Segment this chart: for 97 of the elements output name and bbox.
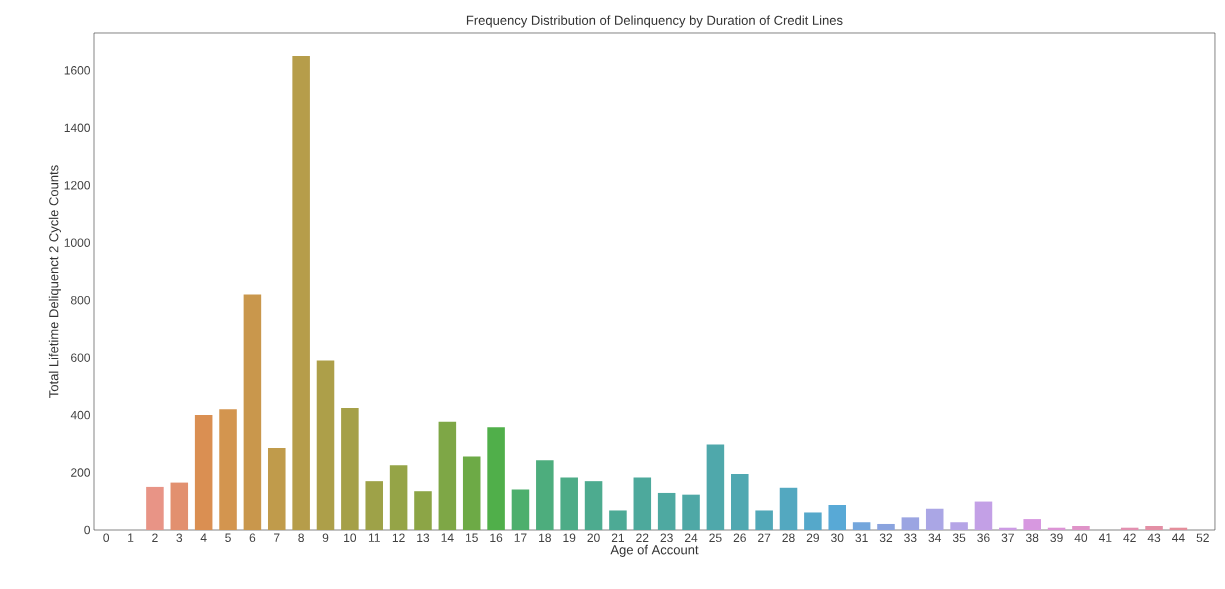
x-tick-label: 43 xyxy=(1147,533,1161,543)
bar xyxy=(657,492,676,530)
bar xyxy=(999,527,1017,530)
x-tick-label: 36 xyxy=(977,533,990,543)
x-tick-label: 19 xyxy=(563,533,576,543)
bar xyxy=(146,486,164,530)
y-tick-label: 0 xyxy=(84,525,91,535)
x-tick-label: 18 xyxy=(539,533,551,543)
x-tick-label: 10 xyxy=(344,533,357,543)
x-tick-label: 52 xyxy=(1196,533,1209,543)
bar xyxy=(731,473,749,530)
x-tick-label: 13 xyxy=(417,533,430,543)
x-tick-label: 23 xyxy=(660,533,673,543)
x-tick-label: 0 xyxy=(103,533,110,543)
bar xyxy=(536,460,554,530)
bar xyxy=(487,427,505,530)
bar xyxy=(316,360,335,530)
x-tick-label: 24 xyxy=(684,533,698,542)
bar xyxy=(828,505,847,530)
x-tick-label: 15 xyxy=(465,533,478,542)
y-tick-label: 1000 xyxy=(64,238,91,247)
bar xyxy=(950,522,968,530)
y-axis-title: Total Lifetime Deliquenct 2 Cycle Counts xyxy=(48,165,61,398)
bar xyxy=(292,55,310,530)
bar xyxy=(1145,525,1163,530)
x-tick-label: 33 xyxy=(904,533,917,543)
bar xyxy=(584,481,603,530)
x-tick-label: 1 xyxy=(128,533,134,542)
bar xyxy=(779,487,798,530)
x-tick-label: 3 xyxy=(176,533,183,543)
x-tick-label: 20 xyxy=(587,533,600,543)
bar xyxy=(609,510,627,530)
y-tick-label: 600 xyxy=(71,353,91,362)
x-tick-label: 27 xyxy=(758,533,771,542)
bar xyxy=(682,494,700,530)
bar xyxy=(706,444,725,530)
bar xyxy=(755,510,773,530)
x-tick-label: 2 xyxy=(152,533,158,542)
bar xyxy=(633,477,652,530)
y-tick-label: 800 xyxy=(70,295,91,305)
y-tick-label: 1600 xyxy=(64,66,91,75)
bar xyxy=(974,501,993,530)
bar xyxy=(267,448,286,530)
x-tick-label: 7 xyxy=(274,533,280,542)
bar xyxy=(804,512,822,530)
x-tick-label: 11 xyxy=(368,533,380,542)
x-tick-label: 37 xyxy=(1001,533,1014,543)
x-tick-label: 21 xyxy=(611,533,625,542)
x-tick-label: 14 xyxy=(441,533,454,542)
bar xyxy=(462,456,481,530)
x-tick-label: 25 xyxy=(709,533,722,543)
chart-title: Frequency Distribution of Delinquency by Duration of Credit Lines xyxy=(466,15,843,28)
x-tick-label: 44 xyxy=(1172,533,1185,542)
x-tick-label: 26 xyxy=(733,533,746,543)
x-axis-title: Age of Account xyxy=(610,544,699,557)
x-tick-label: 22 xyxy=(636,533,649,542)
bar xyxy=(877,523,895,530)
x-tick-label: 6 xyxy=(249,533,256,543)
y-tick-label: 200 xyxy=(71,468,91,477)
bar xyxy=(341,407,359,530)
x-tick-label: 4 xyxy=(200,533,207,542)
bar xyxy=(170,482,189,530)
bar xyxy=(901,517,920,530)
bar xyxy=(925,508,944,530)
bar xyxy=(243,294,262,530)
x-tick-label: 16 xyxy=(490,533,503,543)
x-tick-label: 30 xyxy=(831,533,844,543)
x-tick-label: 29 xyxy=(806,533,819,543)
y-tick-label: 1200 xyxy=(64,181,91,190)
bar xyxy=(1072,525,1090,530)
x-tick-label: 12 xyxy=(392,533,405,542)
x-tick-label: 38 xyxy=(1025,533,1039,543)
bar xyxy=(414,491,432,530)
bar xyxy=(852,522,871,530)
bar xyxy=(560,477,578,530)
x-tick-label: 17 xyxy=(514,533,527,542)
y-tick-label: 1400 xyxy=(64,123,91,133)
x-tick-label: 39 xyxy=(1050,533,1063,543)
x-tick-label: 42 xyxy=(1123,533,1136,542)
x-tick-label: 34 xyxy=(928,533,942,543)
x-tick-label: 9 xyxy=(322,533,329,543)
x-tick-label: 32 xyxy=(879,533,893,543)
y-tick-label: 400 xyxy=(70,410,91,420)
x-tick-label: 40 xyxy=(1074,533,1088,543)
bar xyxy=(219,409,237,530)
x-tick-label: 35 xyxy=(952,533,966,543)
bar xyxy=(511,489,530,530)
bar xyxy=(389,465,408,530)
x-tick-label: 41 xyxy=(1098,533,1112,542)
x-tick-label: 31 xyxy=(855,533,868,543)
x-tick-label: 8 xyxy=(298,533,304,543)
bar xyxy=(365,481,384,530)
x-tick-label: 5 xyxy=(225,533,231,542)
bar xyxy=(194,415,213,530)
x-tick-label: 28 xyxy=(782,533,795,543)
bar xyxy=(438,421,457,530)
bar xyxy=(1023,519,1041,530)
